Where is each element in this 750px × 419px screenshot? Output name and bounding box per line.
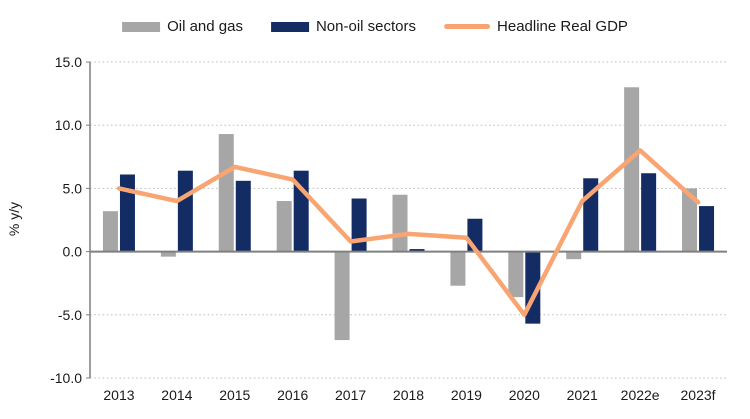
y-tick-label-5: 5.0 <box>63 180 83 196</box>
bar-non-oil-sectors-2017 <box>351 198 367 252</box>
legend-label-oil-and-gas: Oil and gas <box>167 18 243 35</box>
y-tick-label--10: -10.0 <box>50 370 82 386</box>
y-tick-label-10: 10.0 <box>55 117 82 133</box>
legend-label-non-oil-sectors: Non-oil sectors <box>315 18 417 35</box>
legend-item-oil-and-gas: Oil and gas <box>122 18 243 35</box>
bar-non-oil-sectors-2018 <box>409 249 425 252</box>
y-tick-label-0: 0.0 <box>63 244 83 260</box>
bar-oil-and-gas-2020 <box>508 251 524 298</box>
bar-oil-and-gas-2017 <box>334 251 350 341</box>
headline-real-gdp-line <box>116 148 701 318</box>
x-label-2017: 2017 <box>335 387 366 403</box>
bar-oil-and-gas-2018 <box>392 194 408 252</box>
bar-oil-and-gas-2016 <box>276 201 292 252</box>
x-label-2020: 2020 <box>509 387 540 403</box>
bar-non-oil-sectors-2014 <box>177 170 193 252</box>
oil-and-gas-swatch <box>122 21 161 32</box>
headline-real-gdp-swatch <box>444 24 491 29</box>
bar-oil-and-gas-2019 <box>450 251 466 286</box>
legend-item-non-oil-sectors: Non-oil sectors <box>270 18 417 35</box>
x-label-2014: 2014 <box>161 387 192 403</box>
legend-item-headline-real-gdp: Headline Real GDP <box>444 18 628 35</box>
y-tick-label-15: 15.0 <box>55 54 82 70</box>
bar-oil-and-gas-2021 <box>566 251 582 260</box>
bar-non-oil-sectors-2013 <box>119 174 135 252</box>
legend-label-headline-real-gdp: Headline Real GDP <box>497 18 628 35</box>
bar-oil-and-gas-2015 <box>218 134 234 252</box>
x-label-2023f: 2023f <box>681 387 716 403</box>
y-tick-label--5: -5.0 <box>58 307 82 323</box>
x-label-2015: 2015 <box>219 387 250 403</box>
x-label-2018: 2018 <box>393 387 424 403</box>
bar-non-oil-sectors-2015 <box>235 180 251 252</box>
x-label-2013: 2013 <box>103 387 134 403</box>
legend: Oil and gas Non-oil sectors Headline Rea… <box>122 18 628 35</box>
bar-non-oil-sectors-2022e <box>641 173 657 252</box>
bar-oil-and-gas-2023f <box>682 188 698 252</box>
x-label-2021: 2021 <box>567 387 598 403</box>
bar-oil-and-gas-2013 <box>102 211 118 252</box>
bar-oil-and-gas-2022e <box>624 87 640 252</box>
non-oil-sectors-swatch <box>270 21 309 32</box>
bar-non-oil-sectors-2023f <box>699 206 715 252</box>
bar-oil-and-gas-2014 <box>160 251 176 257</box>
x-label-2019: 2019 <box>451 387 482 403</box>
x-label-2016: 2016 <box>277 387 308 403</box>
x-label-2022e: 2022e <box>621 387 660 403</box>
